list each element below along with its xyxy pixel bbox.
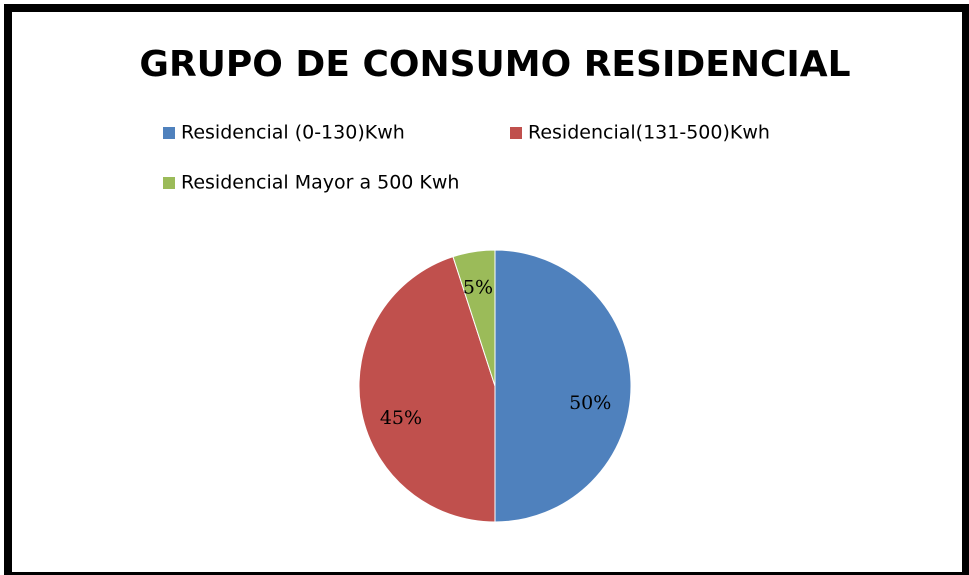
legend-swatch — [163, 177, 175, 189]
pie-slice — [494, 249, 632, 523]
legend-swatch — [163, 127, 175, 139]
data-label: 45% — [380, 407, 422, 429]
legend-swatch — [510, 127, 522, 139]
legend-label: Residencial Mayor a 500 Kwh — [181, 172, 459, 194]
chart-title: GRUPO DE CONSUMO RESIDENCIAL — [139, 44, 850, 85]
pie-slice — [358, 256, 496, 523]
legend-label: Residencial(131-500)Kwh — [528, 122, 770, 144]
data-label: 5% — [463, 277, 493, 299]
pie-slice — [452, 249, 496, 387]
data-label: 50% — [569, 392, 611, 414]
legend-label: Residencial (0-130)Kwh — [181, 122, 405, 144]
